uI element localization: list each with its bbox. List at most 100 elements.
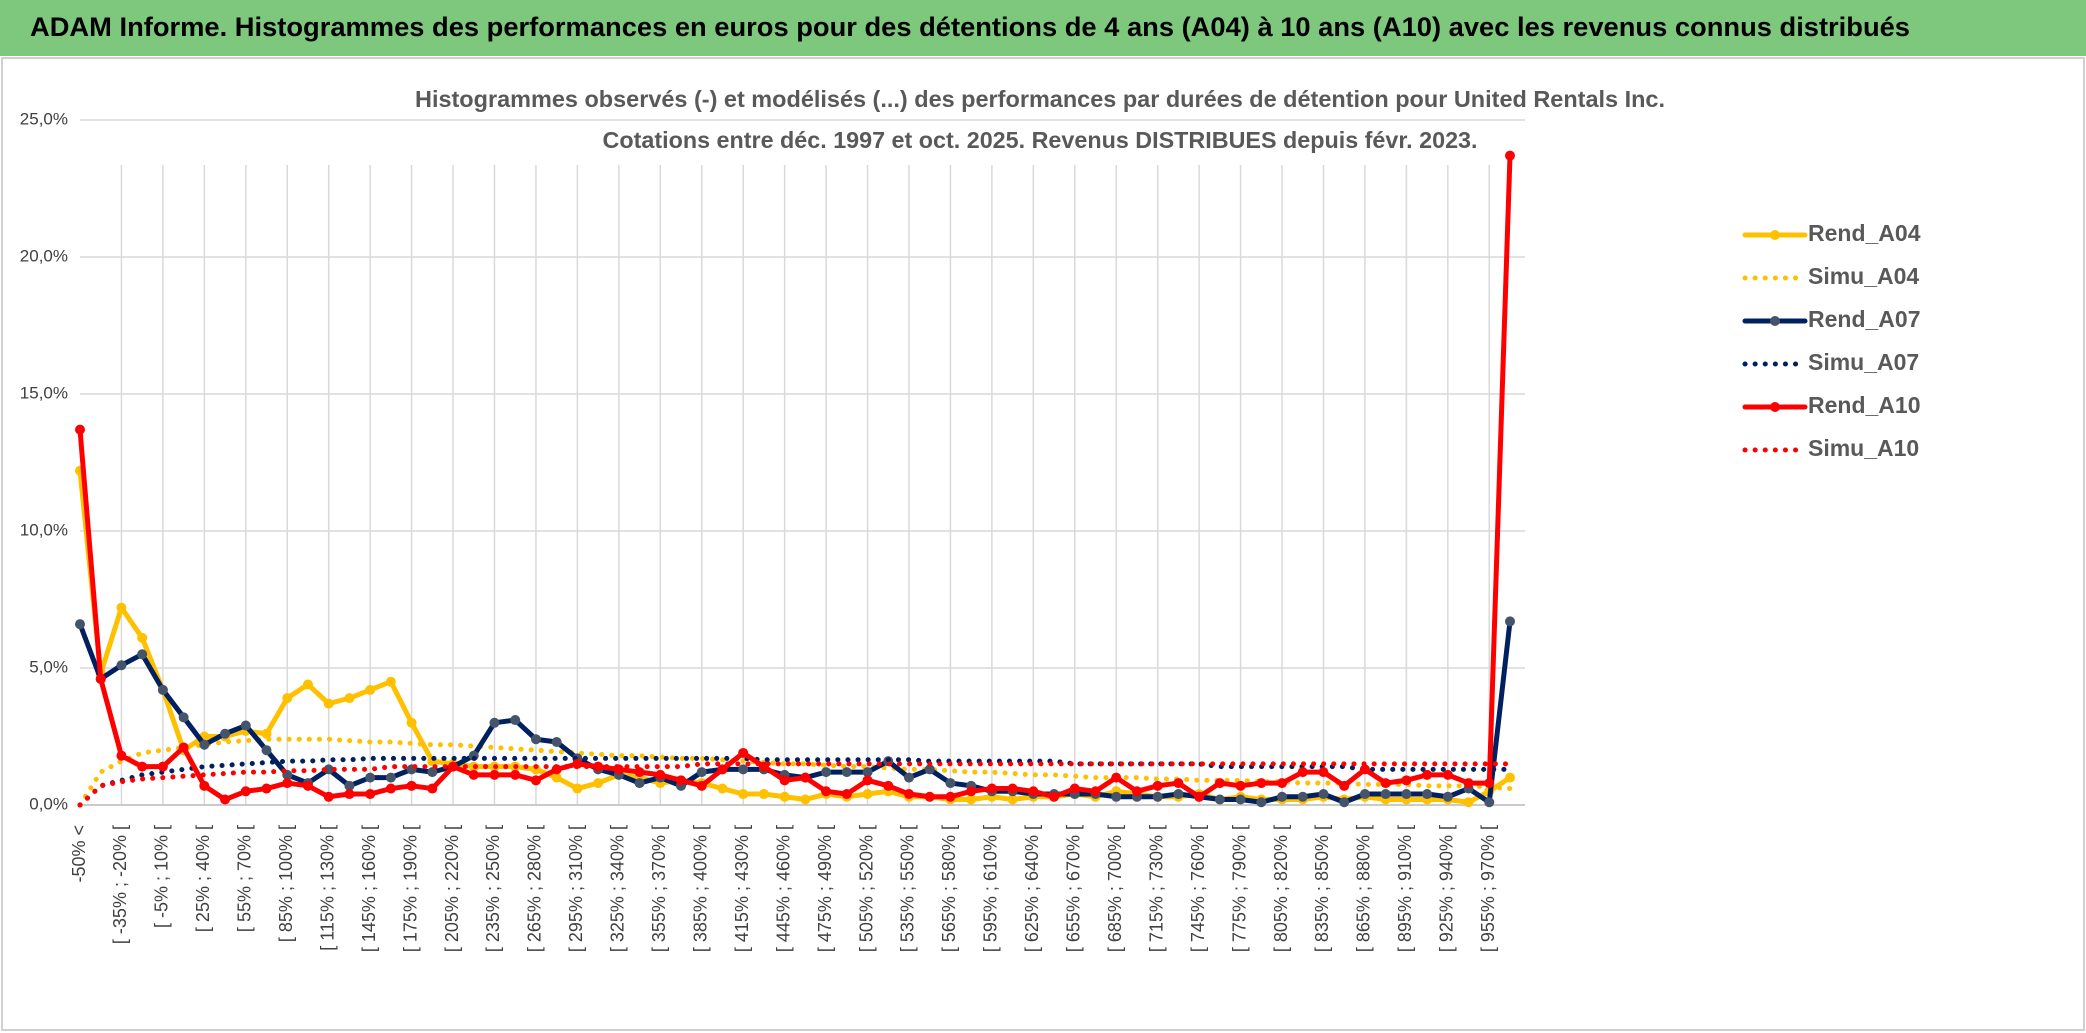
data-point xyxy=(1152,780,1163,791)
data-point xyxy=(1339,780,1350,791)
data-point xyxy=(427,767,438,778)
data-point xyxy=(1318,789,1329,800)
data-point xyxy=(1297,791,1308,802)
x-tick-label: [ 85% ; 100% [ xyxy=(276,825,296,942)
data-point xyxy=(841,789,852,800)
data-point xyxy=(1297,767,1308,778)
data-point xyxy=(116,602,127,613)
data-point xyxy=(468,769,479,780)
data-point xyxy=(945,791,956,802)
data-point xyxy=(903,789,914,800)
data-point xyxy=(593,778,604,789)
data-point xyxy=(302,679,313,690)
x-tick-label: [ 355% ; 370% [ xyxy=(649,825,669,952)
data-point xyxy=(406,780,417,791)
data-point xyxy=(199,780,210,791)
data-point xyxy=(137,649,148,660)
data-point xyxy=(385,783,396,794)
data-point xyxy=(137,632,148,643)
x-tick-label: [ 625% ; 640% [ xyxy=(1022,825,1042,952)
data-point xyxy=(738,789,749,800)
data-point xyxy=(1484,797,1495,808)
data-point xyxy=(1173,778,1184,789)
data-point xyxy=(1277,791,1288,802)
data-point xyxy=(489,769,500,780)
data-point xyxy=(75,424,85,435)
data-point xyxy=(302,780,313,791)
x-tick-label: [ 505% ; 520% [ xyxy=(856,825,876,952)
data-point xyxy=(489,717,500,728)
data-point xyxy=(1359,764,1370,775)
data-point xyxy=(344,693,355,704)
data-point xyxy=(821,786,832,797)
data-point xyxy=(178,742,189,753)
chart-frame xyxy=(1,57,2085,1031)
x-tick-label: [ 475% ; 490% [ xyxy=(815,825,835,952)
y-tick-label: 20,0% xyxy=(20,246,68,265)
x-tick-label: [ 415% ; 430% [ xyxy=(732,825,752,952)
x-tick-label: [ 55% ; 70% [ xyxy=(235,825,255,932)
data-point xyxy=(199,739,210,750)
data-point xyxy=(323,698,334,709)
x-tick-label: [ 955% ; 970% [ xyxy=(1478,825,1498,952)
data-point xyxy=(1339,797,1350,808)
data-point xyxy=(406,717,417,728)
data-point xyxy=(717,783,728,794)
data-point xyxy=(986,783,997,794)
data-point xyxy=(1318,767,1329,778)
data-point xyxy=(510,715,521,726)
data-point xyxy=(1131,786,1142,797)
data-point xyxy=(282,778,293,789)
data-point xyxy=(696,767,707,778)
x-tick-label: [ 865% ; 880% [ xyxy=(1354,825,1374,952)
x-tick-label: [ 115% ; 130% [ xyxy=(317,825,337,951)
data-point xyxy=(95,673,106,684)
data-point xyxy=(696,780,707,791)
data-point xyxy=(365,772,376,783)
data-point xyxy=(634,767,645,778)
data-point xyxy=(261,783,272,794)
data-point xyxy=(116,750,127,761)
y-tick-label: 5,0% xyxy=(29,657,68,676)
data-point xyxy=(344,780,355,791)
x-tick-label: [ 445% ; 460% [ xyxy=(773,825,793,952)
data-point xyxy=(365,684,376,695)
x-tick-label: [ 835% ; 850% [ xyxy=(1312,825,1332,952)
data-point xyxy=(1505,772,1515,783)
data-point xyxy=(1111,791,1122,802)
x-tick-label: [ 385% ; 400% [ xyxy=(690,825,710,952)
x-tick-label: [ 145% ; 160% [ xyxy=(359,825,379,952)
x-tick-label: [ 745% ; 760% [ xyxy=(1188,825,1208,952)
data-point xyxy=(220,794,231,805)
data-point xyxy=(1235,794,1246,805)
header-title: ADAM Informe. Histogrammes des performan… xyxy=(30,12,1910,42)
data-point xyxy=(1214,794,1225,805)
legend-label: Simu_A04 xyxy=(1808,263,1919,289)
header-bar xyxy=(0,0,2086,56)
data-point xyxy=(282,693,293,704)
x-tick-label: -50% < xyxy=(69,825,89,883)
y-tick-label: 10,0% xyxy=(20,520,68,539)
x-tick-label: [ 25% ; 40% [ xyxy=(193,825,213,932)
legend-label: Rend_A10 xyxy=(1808,392,1920,418)
data-point xyxy=(1152,791,1163,802)
data-point xyxy=(530,775,541,786)
data-point xyxy=(178,712,189,723)
data-point xyxy=(1007,794,1018,805)
data-point xyxy=(1401,789,1412,800)
data-point xyxy=(738,764,749,775)
data-point xyxy=(676,775,687,786)
legend-label: Rend_A04 xyxy=(1808,220,1921,246)
data-point xyxy=(240,720,251,731)
x-tick-label: [ 535% ; 550% [ xyxy=(898,825,918,952)
data-point xyxy=(779,791,790,802)
data-point xyxy=(157,761,168,772)
legend-marker xyxy=(1770,230,1780,240)
observed-line xyxy=(77,618,1513,805)
x-tick-label: [ 175% ; 190% [ xyxy=(400,825,420,952)
data-point xyxy=(530,734,541,745)
data-point xyxy=(344,789,355,800)
chart-subtitle: Cotations entre déc. 1997 et oct. 2025. … xyxy=(603,127,1478,153)
data-point xyxy=(1256,778,1267,789)
